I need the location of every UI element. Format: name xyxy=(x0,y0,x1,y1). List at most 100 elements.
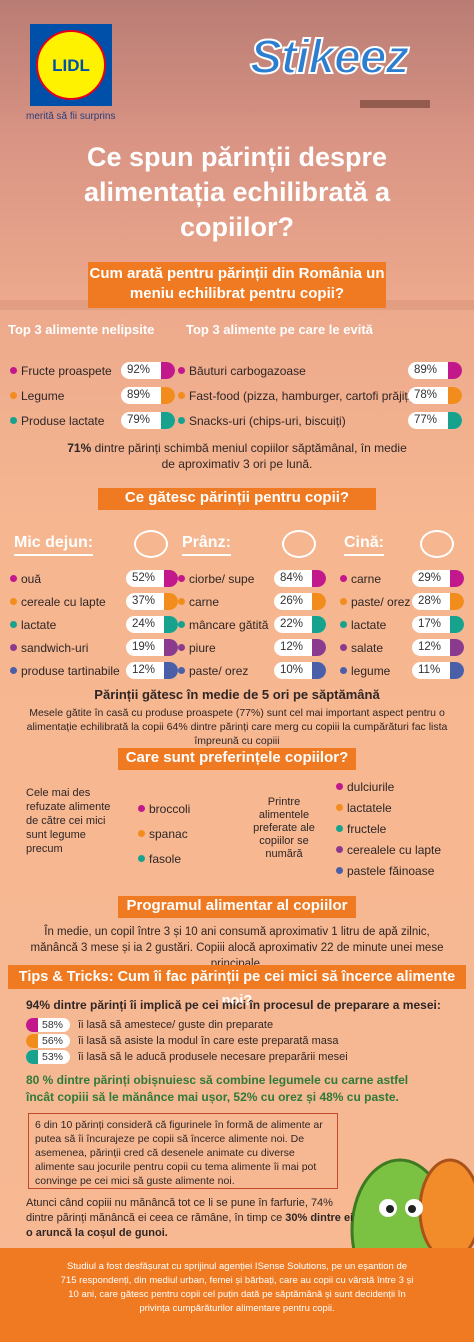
marker xyxy=(336,825,343,832)
item: dulciurile xyxy=(347,780,395,794)
percent: 12% xyxy=(418,641,442,653)
row: 56% îi lasă să asiste la modul în care es… xyxy=(26,1034,446,1049)
pill-cap xyxy=(164,616,178,633)
brand: Stikeez xyxy=(249,30,410,85)
tagline: merită să fii surprins xyxy=(26,111,116,122)
percent-pill: 77% xyxy=(408,412,462,429)
marker xyxy=(178,367,185,374)
percent: 77% xyxy=(414,414,438,426)
meal-icon xyxy=(134,530,168,558)
marker xyxy=(10,644,17,651)
row-label: piure xyxy=(189,641,216,655)
percent-pill: 56% xyxy=(26,1034,70,1048)
pill-cap xyxy=(312,616,326,633)
pill-cap xyxy=(312,639,326,656)
marker xyxy=(10,598,17,605)
tip-label: îi lasă să asiste la modul în care este … xyxy=(78,1035,339,1047)
item: lactatele xyxy=(347,801,392,815)
row: produse tartinabile 12% xyxy=(10,662,178,680)
marker xyxy=(10,575,17,582)
pill-cap xyxy=(312,570,326,587)
row: lactatele xyxy=(336,799,466,817)
liked-intro: Printre alimentele preferate ale copiilo… xyxy=(253,796,315,860)
pill-cap xyxy=(26,1034,38,1048)
marker xyxy=(340,621,347,628)
item: fructele xyxy=(347,822,387,836)
pill-cap xyxy=(161,387,175,404)
row: dulciurile xyxy=(336,778,466,796)
leftovers-bold: 30% dintre ei o aruncă la coșul de gunoi… xyxy=(26,1212,354,1239)
percent: 79% xyxy=(127,414,151,426)
percent-pill: 58% xyxy=(26,1018,70,1032)
pill-cap xyxy=(448,412,462,429)
list: Fructe proaspete 92% Legume 89% Produse lact… xyxy=(10,362,175,432)
section-banner: Tips & Tricks: Cum îi fac părinții pe ce… xyxy=(8,965,466,1009)
percent: 53% xyxy=(42,1051,64,1063)
row: ciorbe/ supe 84% xyxy=(178,570,326,588)
percent-pill: 79% xyxy=(121,412,175,429)
meals: Mic dejun: ouă 52% cereale cu lapte 37% lacta… xyxy=(0,530,474,680)
percent-pill: 26% xyxy=(274,593,326,610)
row: salate 12% xyxy=(340,639,464,657)
info-box: 6 din 10 părinți consideră că figurinele… xyxy=(28,1113,338,1189)
meal-title: Prânz: xyxy=(182,534,231,556)
row: 58% îi lasă să amestece/ guste din prepar… xyxy=(26,1018,446,1033)
row-label: ciorbe/ supe xyxy=(189,572,255,586)
marker xyxy=(138,855,145,862)
list: dulciurile lactatele fructele cerealele cu … xyxy=(336,778,466,888)
row: spanac xyxy=(138,825,238,843)
list: broccoli spanac fasole xyxy=(138,800,238,880)
tips-intro: 94% dintre părinți îi implică pe cei mic… xyxy=(26,998,441,1012)
row-label: carne xyxy=(351,572,382,586)
pill-cap xyxy=(450,639,464,656)
pill-cap xyxy=(448,387,462,404)
percent: 19% xyxy=(132,641,156,653)
percent: 92% xyxy=(127,364,151,376)
percent: 28% xyxy=(418,595,442,607)
row: Băuturi carbogazoase 89% xyxy=(178,362,462,380)
item: cerealele cu lapte xyxy=(347,843,442,857)
row: fasole xyxy=(138,850,238,868)
marker xyxy=(178,575,185,582)
item: fasole xyxy=(149,852,182,866)
percent: 12% xyxy=(280,641,304,653)
list: Băuturi carbogazoase 89% Fast-food (pizza,… xyxy=(178,362,462,432)
percent-pill: 10% xyxy=(274,662,326,679)
row: carne 29% xyxy=(340,570,464,588)
marker xyxy=(336,867,343,874)
pill-cap xyxy=(450,662,464,679)
marker xyxy=(178,667,185,674)
marker xyxy=(10,621,17,628)
percent: 56% xyxy=(42,1035,64,1047)
row: ouă 52% xyxy=(10,570,178,588)
list: 58% îi lasă să amestece/ guste din prepar… xyxy=(26,1018,446,1068)
row-label: salate xyxy=(351,641,384,655)
row: fructele xyxy=(336,820,466,838)
pill-cap xyxy=(164,662,178,679)
row: paste/ orez 10% xyxy=(178,662,326,680)
row-label: ouă xyxy=(21,572,42,586)
row-label: paste/ orez xyxy=(351,595,411,609)
percent: 11% xyxy=(418,664,441,676)
percent-pill: 37% xyxy=(126,593,178,610)
paragraph: Mesele gătite în casă cu produse proaspe… xyxy=(26,707,448,747)
marker xyxy=(178,392,185,399)
pill-cap xyxy=(450,570,464,587)
row: Fructe proaspete 92% xyxy=(10,362,175,380)
pill-cap xyxy=(164,570,178,587)
pill-cap xyxy=(448,362,462,379)
row: pastele făinoase xyxy=(336,862,466,880)
row-label: Snacks-uri (chips-uri, biscuiți) xyxy=(189,414,346,428)
combine: 80 % dintre părinți obișnuiesc să combin… xyxy=(26,1073,409,1104)
row: carne 26% xyxy=(178,593,326,611)
leftovers-text: Atunci când copiii nu mănâncă tot ce li … xyxy=(26,1197,333,1224)
item: pastele făinoase xyxy=(347,864,435,878)
marker xyxy=(340,575,347,582)
leftovers: Atunci când copiii nu mănâncă tot ce li … xyxy=(26,1196,361,1241)
section-banner: Care sunt preferințele copiilor? xyxy=(118,748,356,770)
refused-intro: Cele mai des refuzate alimente de către … xyxy=(26,787,111,855)
row: sandwich-uri 19% xyxy=(10,639,178,657)
marker xyxy=(178,621,185,628)
